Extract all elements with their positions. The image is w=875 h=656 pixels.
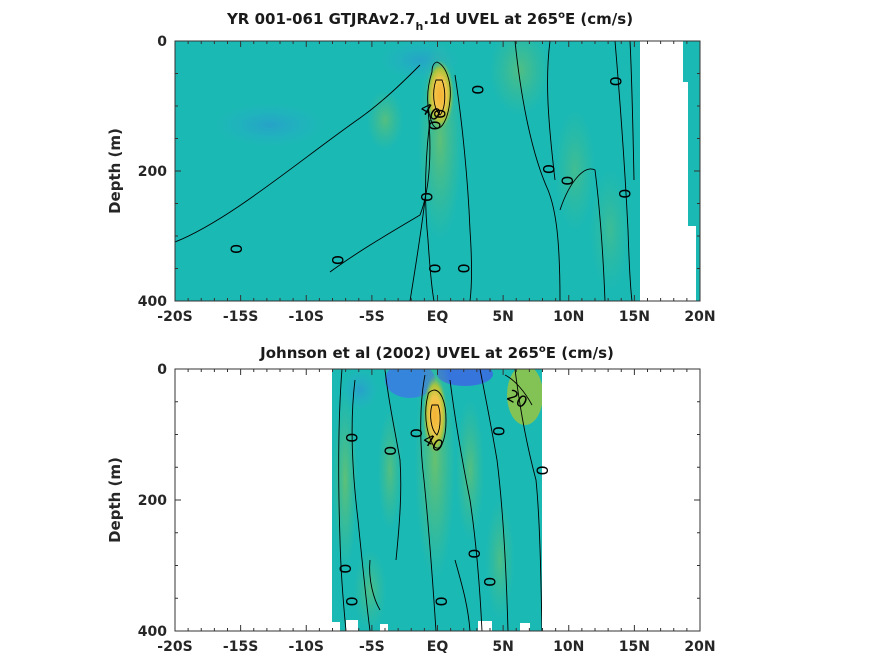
top-xtick-label: -10S [289,309,324,325]
bottom-contour-label: 0 [380,446,399,456]
bottom-ylabel: Depth (m) [106,457,124,543]
top-xtick-label: -15S [223,309,258,325]
top-ticks: -20S -15S -10S -5S EQ 5N 10N 15N 20N 0 200 400 [138,34,716,325]
bottom-contour-label: 0 [464,549,483,559]
top-contour-label: 0 [417,192,436,202]
top-contour-label: 0 [557,176,576,186]
top-ytick-label: 400 [138,294,167,310]
top-contour-label: 0 [468,85,487,95]
bottom-contour-label: 0 [489,426,508,436]
top-ytick-label: 0 [157,34,167,50]
bottom-contour-label: 0 [342,596,361,606]
bottom-xtick-label: 15N [619,639,650,655]
bottom-contour-label: 0 [431,596,450,606]
bottom-contour-label: 0 [533,465,552,475]
top-xtick-label: -5S [359,309,385,325]
top-contour-label: 0 [328,255,347,265]
bottom-xtick-label: 10N [553,639,584,655]
bottom-ytick-label: 0 [157,362,167,378]
bottom-title: Johnson et al (2002) UVEL at 265oE (cm/s… [259,344,614,362]
top-xtick-label: -20S [157,309,192,325]
bottom-xtick-label: -20S [157,639,192,655]
bottom-contour-label: 0 [336,564,355,574]
bottom-contour-label: 0 [480,577,499,587]
bottom-field [332,369,542,631]
bottom-xtick-label: -10S [289,639,324,655]
top-xtick-label: EQ [427,309,449,325]
bottom-ytick-label: 200 [138,493,167,509]
top-contour-label: 0 [227,244,246,254]
bottom-xtick-label: -5S [359,639,385,655]
top-contour-label: 0 [454,263,473,273]
bottom-contour-label: 0 [407,428,426,438]
top-title: YR 001-061 GTJRAv2.7h.1d UVEL at 265oE (… [226,10,633,33]
top-contour-label: 0 [430,109,449,119]
top-xtick-label: 5N [492,309,513,325]
top-contour-label: 0 [425,263,444,273]
bottom-panel: Johnson et al (2002) UVEL at 265oE (cm/s… [106,344,716,655]
bottom-xtick-label: 5N [492,639,513,655]
bottom-xtick-label: 20N [684,639,715,655]
top-xtick-label: 10N [553,309,584,325]
top-field [175,41,700,301]
top-contour-label: 0 [615,189,634,199]
top-ylabel: Depth (m) [106,128,124,214]
top-panel: YR 001-061 GTJRAv2.7h.1d UVEL at 265oE (… [106,10,716,325]
top-contour-label: 0 [425,120,444,130]
top-contour-label: 0 [539,164,558,174]
bottom-contour-label: 0 [342,433,361,443]
bottom-ticks: -20S -15S -10S -5S EQ 5N 10N 15N 20N 0 200 400 [138,362,716,655]
bottom-xtick-label: -15S [223,639,258,655]
top-ytick-label: 200 [138,164,167,180]
bottom-xtick-label: EQ [427,639,449,655]
top-xtick-label: 20N [684,309,715,325]
bottom-ytick-label: 400 [138,624,167,640]
top-contour-label: 0 [606,76,625,86]
top-xtick-label: 15N [619,309,650,325]
